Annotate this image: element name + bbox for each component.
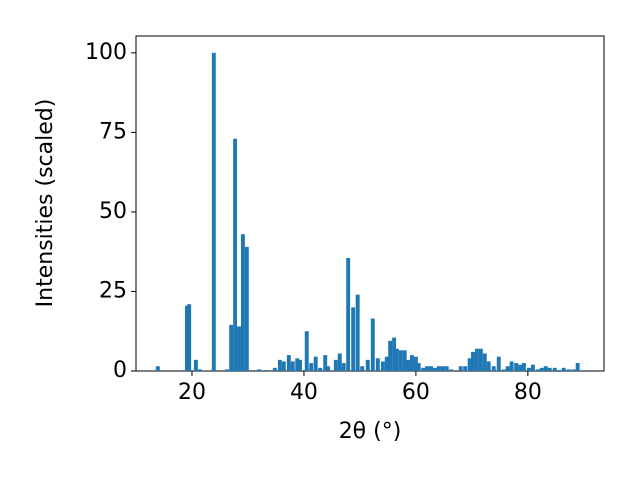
bar [474, 348, 479, 371]
bar [394, 348, 399, 371]
bar [313, 356, 318, 371]
bar [535, 369, 540, 371]
bar [501, 369, 506, 371]
bar [444, 366, 449, 371]
bar [406, 359, 411, 371]
bar [295, 358, 300, 371]
bar [521, 363, 526, 371]
bar [240, 234, 245, 371]
bar [272, 367, 277, 371]
bar [184, 305, 189, 371]
bar [277, 359, 282, 371]
bar [530, 364, 535, 371]
bar [237, 326, 241, 371]
bar [410, 355, 414, 371]
bar [187, 304, 192, 371]
bar [440, 366, 445, 371]
bar [380, 361, 385, 371]
bar [413, 356, 418, 371]
plot-frame [135, 35, 605, 372]
bar [425, 366, 430, 371]
bar [197, 369, 202, 371]
bar [471, 351, 475, 371]
bar [244, 246, 249, 371]
bar [229, 324, 234, 371]
bar [351, 307, 356, 371]
bar [337, 353, 342, 371]
x-tick-label: 20 [178, 380, 206, 405]
bar [416, 363, 421, 371]
bar [514, 363, 519, 371]
bar [449, 369, 454, 371]
y-tick-label: 75 [99, 119, 127, 144]
bar [496, 356, 501, 371]
bar [486, 361, 491, 371]
bar [571, 369, 576, 371]
bar [539, 367, 544, 371]
bar [561, 367, 566, 371]
bar [482, 353, 487, 371]
y-tick-label: 0 [113, 358, 127, 383]
bar [547, 367, 552, 371]
bar [304, 331, 309, 371]
y-tick-label: 50 [99, 199, 127, 224]
bar [370, 318, 375, 371]
bar [290, 361, 295, 371]
bar [318, 367, 323, 371]
bar [543, 366, 548, 371]
bar [463, 366, 468, 371]
x-tick-label: 40 [290, 380, 318, 405]
bar [527, 367, 531, 371]
bar [326, 366, 330, 371]
bar [467, 358, 472, 371]
bar [298, 359, 302, 371]
bar [211, 52, 216, 371]
bar [333, 359, 338, 371]
bar [233, 138, 238, 371]
bar [309, 363, 314, 371]
x-axis-label: 2θ (°) [339, 419, 402, 444]
bar [355, 294, 360, 371]
bar [193, 359, 198, 371]
bar [281, 361, 286, 371]
bar [432, 367, 437, 371]
bar [365, 359, 370, 371]
bar [225, 369, 229, 371]
bar [458, 366, 463, 371]
bar [518, 364, 522, 371]
bar [341, 363, 346, 371]
bar [155, 366, 160, 371]
bar [346, 258, 351, 371]
bar [429, 366, 433, 371]
bar [552, 367, 557, 371]
bar [491, 366, 496, 371]
bar [323, 355, 328, 371]
bar [375, 358, 380, 371]
bar [402, 350, 407, 371]
bar [257, 369, 262, 371]
y-tick-label: 25 [99, 278, 127, 303]
bar [557, 370, 562, 371]
bar [398, 350, 403, 371]
bar [360, 366, 365, 371]
x-tick-label: 80 [514, 380, 542, 405]
bar [384, 356, 389, 371]
y-axis-label: Intensities (scaled) [33, 99, 58, 308]
y-tick-label: 100 [85, 40, 127, 65]
bar [566, 369, 571, 371]
bar [478, 348, 483, 371]
bar [575, 363, 580, 371]
x-tick-label: 60 [402, 380, 430, 405]
bar [286, 355, 291, 371]
bar [421, 367, 426, 371]
bar [388, 340, 393, 371]
bar [509, 361, 514, 371]
bar [436, 366, 441, 371]
bar [505, 366, 510, 371]
bar [263, 370, 268, 371]
bar [392, 337, 397, 371]
